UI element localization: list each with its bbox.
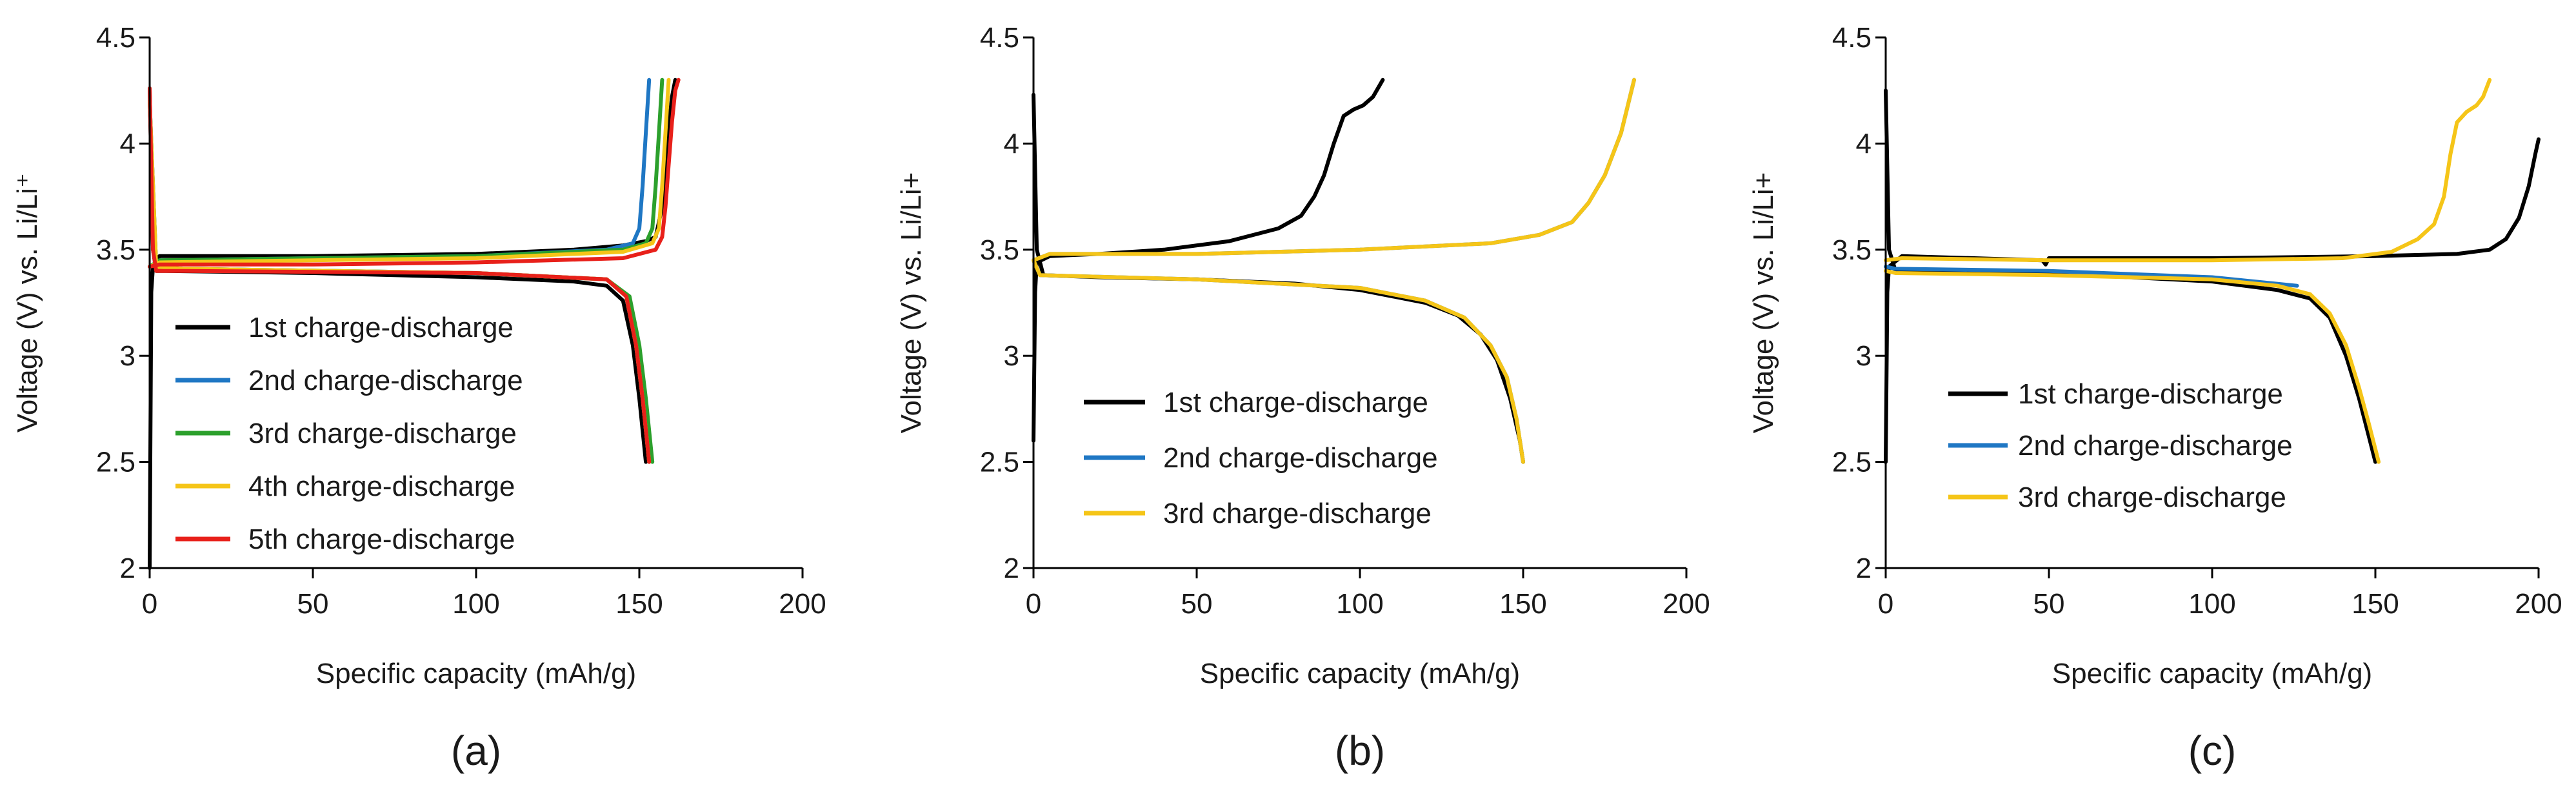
- x-axis-title: Specific capacity (mAh/g): [1200, 658, 1520, 689]
- y-tick-label: 3: [1856, 340, 1872, 372]
- series-line-3-segment-2: [1032, 258, 1525, 464]
- axes: 2 2.5 3 3.5 4 4.5 0 50 100 150 200: [980, 22, 1710, 620]
- legend-label: 5th charge-discharge: [248, 523, 515, 555]
- x-tick-label: 0: [1878, 588, 1893, 620]
- y-tick-label: 3: [120, 340, 135, 372]
- series-line-2-segment-1: [1884, 265, 2299, 288]
- y-tick-label: 3: [1004, 340, 1019, 372]
- x-tick-label: 50: [297, 588, 329, 620]
- series-line-3-segment-2: [1884, 269, 2381, 464]
- x-tick-label: 100: [2188, 588, 2235, 620]
- series-line-1-segment-2: [148, 86, 648, 464]
- x-axis-title: Specific capacity (mAh/g): [316, 658, 636, 689]
- x-tick-label: 50: [2033, 588, 2065, 620]
- series-line-1-segment-1: [1884, 137, 2541, 464]
- chart-panel-a: 2 2.5 3 3.5 4 4.5 0 50 100 150 200 1st charge-disc…: [12, 22, 826, 774]
- series-line-2-segment-1: [148, 77, 652, 269]
- panel-label: (b): [1335, 727, 1385, 774]
- panel-label: (c): [2188, 727, 2237, 774]
- y-axis-title: Voltage (V) vs. Li/Li+: [895, 172, 927, 434]
- chart-panel-c: 2 2.5 3 3.5 4 4.5 0 50 100 150 200 1st charge-disc…: [1748, 22, 2562, 774]
- legend-label: 3rd charge-discharge: [2018, 482, 2286, 513]
- series-line-5-segment-2: [148, 86, 652, 464]
- chart-panel-b: 2 2.5 3 3.5 4 4.5 0 50 100 150 200 1st charge-disc…: [895, 22, 1710, 774]
- y-tick-label: 2: [1856, 553, 1872, 584]
- legend: 1st charge-discharge 2nd charge-discharge…: [175, 312, 523, 555]
- legend-label: 2nd charge-discharge: [1163, 442, 1438, 474]
- panel-label: (a): [451, 727, 501, 774]
- y-tick-label: 2.5: [1832, 447, 1872, 478]
- plot-lines: [1884, 77, 2541, 464]
- y-tick-label: 4: [1004, 128, 1019, 159]
- legend-label: 1st charge-discharge: [2018, 378, 2283, 410]
- series-line-3-segment-1: [148, 77, 664, 269]
- y-tick-label: 2: [1004, 553, 1019, 584]
- y-tick-label: 3.5: [980, 234, 1019, 266]
- legend-label: 3rd charge-discharge: [1163, 498, 1432, 529]
- axes: 2 2.5 3 3.5 4 4.5 0 50 100 150 200: [1832, 22, 2562, 620]
- y-tick-label: 4.5: [96, 22, 135, 54]
- legend-label: 1st charge-discharge: [248, 312, 514, 343]
- x-tick-label: 100: [1336, 588, 1383, 620]
- x-tick-label: 0: [142, 588, 157, 620]
- x-tick-label: 200: [2515, 588, 2562, 620]
- y-tick-label: 4.5: [980, 22, 1019, 54]
- y-tick-label: 4: [120, 128, 135, 159]
- y-tick-label: 4.5: [1832, 22, 1872, 54]
- series-line-3-segment-1: [1032, 77, 1636, 263]
- legend-label: 3rd charge-discharge: [248, 418, 517, 449]
- y-tick-label: 3.5: [1832, 234, 1872, 266]
- series-line-3-segment-1: [1884, 77, 2492, 263]
- x-tick-label: 50: [1181, 588, 1213, 620]
- y-tick-label: 2: [120, 553, 135, 584]
- series-line-1-segment-1: [1032, 77, 1385, 443]
- x-tick-label: 150: [2351, 588, 2399, 620]
- series-line-2-segment-2: [1032, 258, 1525, 464]
- y-tick-label: 2.5: [96, 447, 135, 478]
- x-tick-label: 100: [452, 588, 499, 620]
- plot-lines: [148, 77, 681, 570]
- x-tick-label: 200: [1662, 588, 1710, 620]
- series-line-4-segment-1: [148, 77, 671, 269]
- y-axis-title: Voltage (V) vs. Li/Li+: [1748, 172, 1779, 434]
- legend: 1st charge-discharge 2nd charge-discharge…: [1084, 387, 1438, 529]
- x-axis-title: Specific capacity (mAh/g): [2052, 658, 2372, 689]
- legend: 1st charge-discharge 2nd charge-discharge…: [1948, 378, 2293, 513]
- series-line-5-segment-1: [148, 77, 681, 269]
- axes: 2 2.5 3 3.5 4 4.5 0 50 100 150 200: [96, 22, 826, 620]
- plot-lines: [1032, 77, 1636, 464]
- x-tick-label: 150: [615, 588, 663, 620]
- legend-label: 4th charge-discharge: [248, 471, 515, 502]
- x-tick-label: 0: [1026, 588, 1041, 620]
- legend-label: 1st charge-discharge: [1163, 387, 1428, 418]
- legend-label: 2nd charge-discharge: [248, 365, 523, 396]
- y-tick-label: 4: [1856, 128, 1872, 159]
- y-axis-title: Voltage (V) vs. Li/Li⁺: [12, 173, 43, 432]
- x-tick-label: 200: [779, 588, 826, 620]
- x-tick-label: 150: [1499, 588, 1546, 620]
- y-tick-label: 3.5: [96, 234, 135, 266]
- y-tick-label: 2.5: [980, 447, 1019, 478]
- legend-label: 2nd charge-discharge: [2018, 430, 2293, 462]
